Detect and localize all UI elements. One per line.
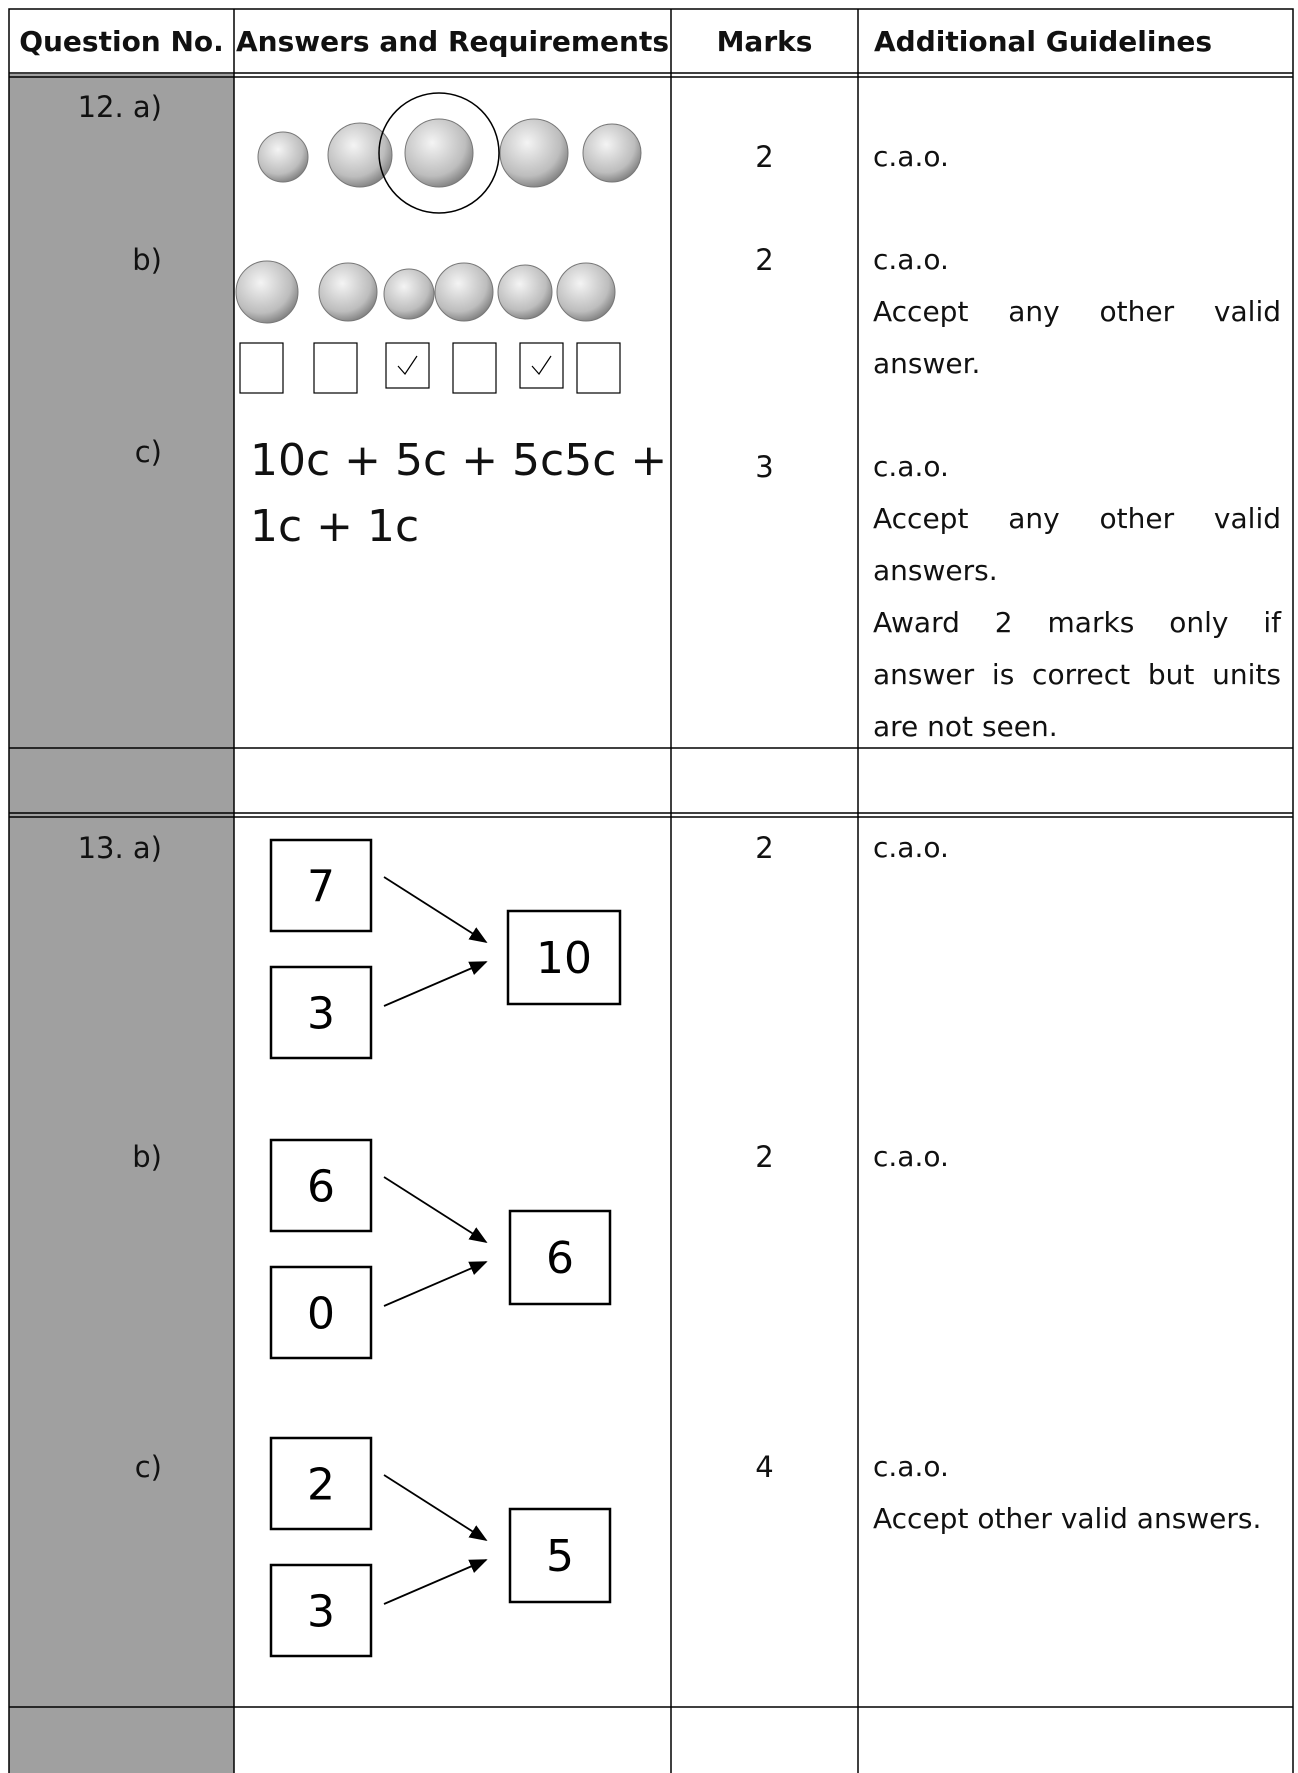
arrow [383, 1474, 488, 1541]
input-box [269, 1265, 373, 1360]
guidelines: c.a.o. Accept any other valid answers. Awa… [873, 441, 1281, 753]
question-column-shade [9, 74, 234, 1773]
guideline-text: c.a.o. [873, 450, 949, 483]
answer-text: 10c + 5c + 5c5c + 1c + 1c [250, 435, 668, 552]
guidelines: c.a.o. [873, 131, 1281, 183]
input-box [269, 965, 373, 1060]
answer-box: 10c + 5c + 5c5c + 1c + 1c [234, 428, 668, 568]
question-label: 12. a) [77, 90, 162, 124]
output-box [508, 1209, 612, 1306]
coins-a [257, 118, 642, 188]
header-cell: Marks [716, 25, 813, 58]
output-box [508, 1507, 612, 1604]
marks: 2 [755, 140, 774, 174]
output-value: 6 [546, 1233, 574, 1284]
input-value: 2 [307, 1460, 335, 1511]
marks: 3 [755, 450, 774, 484]
input-value: 6 [307, 1162, 335, 1213]
input-box [269, 1138, 373, 1233]
question-label: c) [134, 1450, 162, 1484]
guideline-text: c.a.o. [873, 140, 949, 173]
marks: 4 [755, 1450, 774, 1484]
coins-b [235, 260, 616, 324]
marks: 2 [755, 831, 774, 865]
arrow [383, 1261, 488, 1307]
output-value: 5 [546, 1531, 574, 1582]
guidelines: c.a.o. Accept any other valid answer. [873, 234, 1281, 390]
input-value: 3 [307, 989, 335, 1040]
input-value: 0 [307, 1289, 335, 1340]
arrow [383, 876, 488, 943]
guideline-text: c.a.o. [873, 831, 949, 864]
question-label: c) [134, 435, 162, 469]
guideline-text: c.a.o. [873, 1140, 949, 1173]
marks: 2 [755, 243, 774, 277]
header-cell: Question No. [19, 25, 224, 58]
output-value: 10 [536, 933, 592, 984]
question-label: b) [132, 243, 162, 277]
header-cell: Additional Guidelines [874, 25, 1213, 58]
input-box [269, 838, 373, 933]
answer-circle [378, 92, 500, 214]
question-label: 13. a) [77, 831, 162, 865]
guidelines: c.a.o. [873, 1131, 1281, 1183]
guideline-text: Award 2 marks only if answer is correct … [873, 606, 1281, 743]
arrow [383, 1176, 488, 1243]
guidelines: c.a.o. Accept other valid answers. [873, 1441, 1281, 1545]
header-cell: Answers and Requirements [235, 25, 670, 58]
arrow [383, 961, 488, 1007]
guideline-text: Accept any other valid answers. [873, 502, 1281, 587]
guideline-text: c.a.o. [873, 1450, 949, 1483]
table-borders [8, 8, 1294, 1773]
guideline-text: Accept any other valid answer. [873, 295, 1281, 380]
guideline-text: Accept other valid answers. [873, 1502, 1262, 1535]
checkboxes [239, 342, 621, 394]
question-label: b) [132, 1140, 162, 1174]
input-value: 3 [307, 1587, 335, 1638]
input-box [269, 1563, 373, 1658]
input-value: 7 [307, 862, 335, 913]
input-box [269, 1436, 373, 1531]
arrow [383, 1559, 488, 1605]
output-box [506, 909, 622, 1006]
guidelines: c.a.o. [873, 822, 1281, 874]
marks: 2 [755, 1140, 774, 1174]
guideline-text: c.a.o. [873, 243, 949, 276]
